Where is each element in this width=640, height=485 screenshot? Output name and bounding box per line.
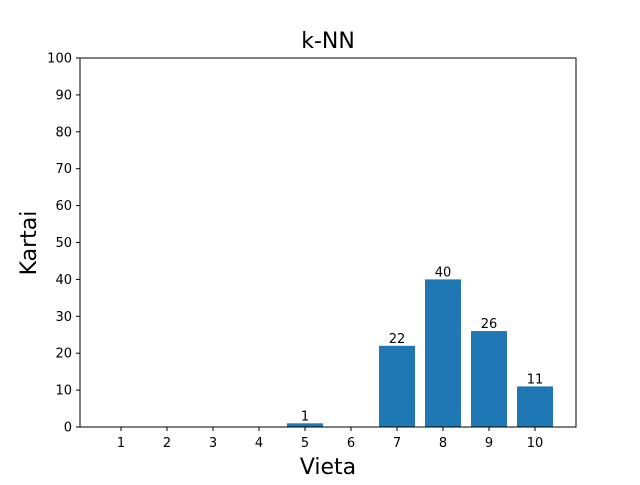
bars-group [287, 279, 553, 427]
x-tick-label-1: 1 [117, 436, 125, 451]
y-tick-label-80: 80 [55, 125, 72, 140]
y-tick-label-30: 30 [55, 310, 72, 325]
x-tick-label-5: 5 [301, 436, 309, 451]
bar-value-label-5: 1 [301, 409, 309, 424]
x-axis-ticks: 1 2 3 4 5 6 7 8 9 10 [117, 427, 543, 451]
bar-value-label-10: 11 [527, 372, 544, 387]
bar-labels-group: 1 22 40 26 11 [301, 265, 543, 424]
bar-value-label-9: 26 [481, 317, 498, 332]
y-tick-label-50: 50 [55, 236, 72, 251]
chart-title: k-NN [301, 29, 355, 54]
y-tick-label-60: 60 [55, 199, 72, 214]
y-axis-ticks: 0 10 20 30 40 50 60 70 80 90 100 [47, 52, 80, 436]
x-tick-label-10: 10 [527, 436, 544, 451]
x-tick-label-3: 3 [209, 436, 217, 451]
y-tick-label-70: 70 [55, 162, 72, 177]
y-axis-label: Kartai [17, 211, 42, 276]
bar-8 [425, 279, 461, 427]
bar-9 [471, 331, 507, 427]
bar-value-label-8: 40 [435, 265, 452, 280]
y-tick-label-20: 20 [55, 347, 72, 362]
x-tick-label-7: 7 [393, 436, 401, 451]
y-tick-label-100: 100 [47, 52, 72, 67]
x-tick-label-2: 2 [163, 436, 171, 451]
x-tick-label-8: 8 [439, 436, 447, 451]
x-tick-label-6: 6 [347, 436, 355, 451]
x-tick-label-4: 4 [255, 436, 263, 451]
bar-10 [517, 386, 553, 427]
bar-7 [379, 345, 415, 427]
plot-frame [79, 57, 577, 428]
y-tick-label-0: 0 [64, 421, 72, 436]
y-tick-label-90: 90 [55, 88, 72, 103]
x-axis-label: Vieta [300, 455, 356, 480]
bar-5 [287, 423, 323, 427]
y-tick-label-40: 40 [55, 273, 72, 288]
bar-value-label-7: 22 [389, 332, 406, 347]
x-tick-label-9: 9 [485, 436, 493, 451]
y-tick-label-10: 10 [55, 384, 72, 399]
